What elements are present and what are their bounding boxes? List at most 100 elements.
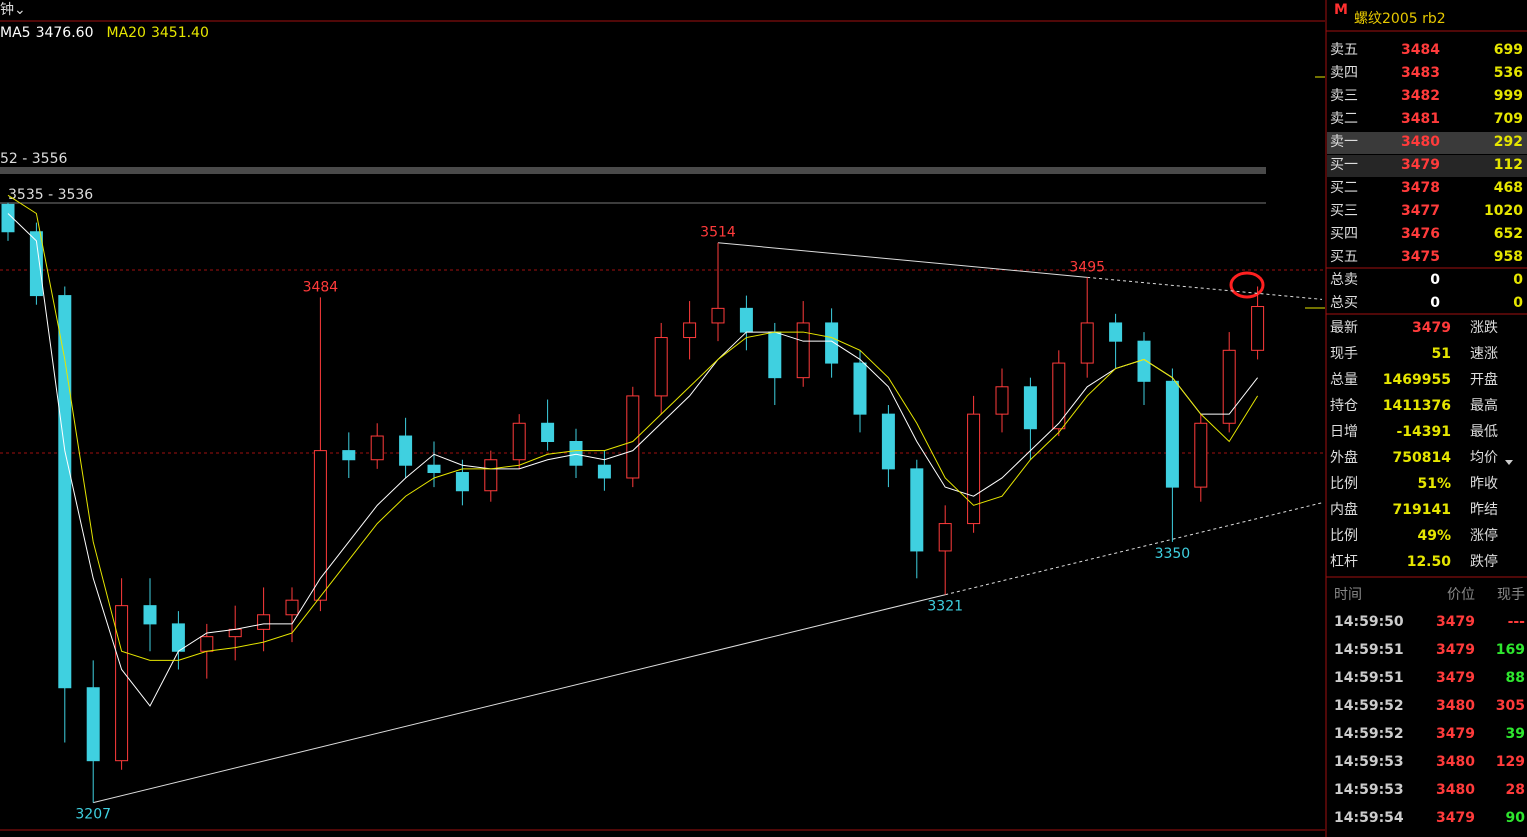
book-price: 3478	[1401, 180, 1440, 196]
candle-body	[853, 362, 867, 415]
tick-time: 14:59:52	[1334, 698, 1404, 714]
level-label: 3535 - 3536	[8, 187, 93, 203]
candle-body	[881, 413, 895, 470]
tick-price: 3480	[1436, 754, 1475, 770]
stat-value: 750814	[1393, 450, 1452, 466]
candle-body	[1, 203, 15, 233]
candle-body	[143, 605, 157, 625]
stat-label: 比例	[1330, 528, 1358, 544]
book-label: 卖四	[1330, 65, 1358, 81]
stat-side-label: 最低	[1470, 424, 1498, 440]
trend-line-ext	[945, 502, 1323, 596]
tick-price: 3479	[1436, 810, 1475, 826]
candle-body	[739, 307, 753, 333]
tick-qty: 39	[1506, 726, 1525, 742]
candle-body	[569, 441, 583, 466]
tick-qty: 169	[1496, 642, 1525, 658]
stat-value: 51%	[1417, 476, 1451, 492]
candle-body	[257, 614, 271, 630]
candle-body	[29, 231, 43, 297]
book-volume: 709	[1494, 111, 1523, 127]
book-price: 3476	[1401, 226, 1440, 242]
tick-qty: 88	[1506, 670, 1525, 686]
book-price: 3479	[1401, 157, 1440, 173]
stat-value: 51	[1432, 346, 1451, 362]
extreme-label: 3514	[700, 225, 736, 241]
stat-label: 内盘	[1330, 501, 1358, 518]
tick-price: 3479	[1436, 670, 1475, 686]
tick-price: 3479	[1436, 614, 1475, 630]
candle-body	[938, 523, 952, 552]
stat-value: 1411376	[1383, 398, 1451, 414]
stat-value: 719141	[1393, 502, 1451, 518]
tick-qty: 90	[1506, 810, 1526, 826]
extreme-label: 3350	[1155, 546, 1191, 562]
candle-body	[711, 307, 725, 324]
candle-body	[1023, 386, 1037, 430]
tick-header: 价位	[1447, 587, 1475, 603]
candle-body	[626, 395, 640, 479]
candle-body	[228, 628, 242, 638]
ma-value: 3451.40	[151, 25, 209, 41]
ma-name: MA5	[0, 25, 31, 41]
candle-body	[512, 422, 526, 461]
trend-line-ext	[1087, 276, 1323, 300]
highlight-circle	[1229, 271, 1265, 299]
level-band	[0, 167, 1266, 174]
candle-body	[654, 337, 668, 397]
extreme-label: 3495	[1069, 259, 1105, 275]
stat-side-label: 速涨	[1470, 346, 1498, 362]
tick-header: 现手	[1497, 587, 1525, 603]
book-label: 卖五	[1330, 42, 1358, 58]
book-price: 3477	[1401, 203, 1440, 219]
book-label: 卖三	[1330, 88, 1358, 104]
stat-value: 1469955	[1383, 372, 1451, 388]
candle-body	[1222, 349, 1236, 424]
candle-body	[768, 331, 782, 379]
book-label: 买四	[1330, 226, 1358, 242]
ma-value: 3476.60	[36, 25, 94, 41]
book-volume: 652	[1494, 226, 1523, 242]
tick-time: 14:59:52	[1334, 726, 1404, 742]
candle-body	[1194, 422, 1208, 488]
stat-label: 比例	[1330, 476, 1358, 492]
book-label: 卖二	[1330, 111, 1358, 127]
stat-label: 日增	[1330, 424, 1358, 440]
book-volume: 1020	[1484, 203, 1523, 219]
candle-body	[541, 422, 555, 443]
candle-body	[910, 468, 924, 552]
candle-body	[86, 687, 100, 762]
book-price: 3482	[1401, 88, 1440, 104]
extreme-label: 3484	[303, 279, 339, 295]
stat-value: 3479	[1412, 320, 1451, 336]
stat-label: 现手	[1330, 346, 1358, 362]
book-label: 买五	[1330, 249, 1358, 265]
tick-qty: 305	[1496, 698, 1525, 714]
candle-body	[995, 386, 1009, 415]
tick-header: 时间	[1334, 587, 1362, 603]
total-label: 总买	[1330, 295, 1358, 311]
total-right: 0	[1513, 272, 1523, 288]
candle-body	[683, 322, 697, 339]
book-label: 买二	[1330, 180, 1358, 196]
book-price: 3484	[1401, 42, 1440, 58]
candle-body	[967, 413, 981, 525]
candle-body	[1080, 322, 1094, 364]
stat-value: 49%	[1417, 528, 1451, 544]
candle-body	[455, 472, 469, 492]
tick-qty: 129	[1496, 754, 1525, 770]
tick-time: 14:59:54	[1334, 810, 1404, 826]
extreme-label: 3207	[75, 807, 111, 823]
dropdown-arrow	[1505, 460, 1513, 465]
stat-label: 持仓	[1330, 398, 1358, 414]
stat-value: -14391	[1396, 424, 1451, 440]
book-volume: 536	[1494, 65, 1523, 81]
stat-side-label: 开盘	[1470, 371, 1498, 388]
candle-body	[58, 295, 72, 689]
ma20-line	[7, 194, 1259, 661]
candle-body	[342, 450, 356, 461]
book-price: 3480	[1401, 134, 1440, 150]
candle-body	[115, 605, 129, 762]
book-volume: 699	[1494, 42, 1523, 58]
